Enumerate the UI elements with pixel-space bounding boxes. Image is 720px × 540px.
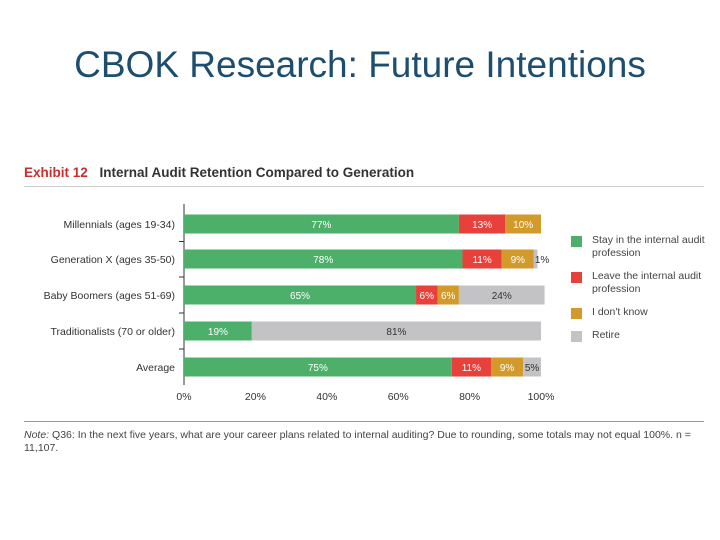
x-tick-label: 40% bbox=[316, 391, 337, 403]
legend-label: Retire bbox=[592, 329, 621, 341]
legend-swatch bbox=[571, 308, 582, 319]
bar-segment bbox=[451, 357, 492, 377]
bar-segment bbox=[184, 214, 459, 234]
x-tick-label: 100% bbox=[528, 391, 555, 403]
category-labels: Millennials (ages 19-34) Generation X (ag… bbox=[44, 219, 175, 374]
exhibit-label: Exhibit 12 bbox=[24, 165, 88, 180]
x-tick-label: 20% bbox=[245, 391, 266, 403]
bar-segment bbox=[458, 214, 506, 234]
legend-swatch bbox=[571, 272, 582, 283]
slide-title: CBOK Research: Future Intentions bbox=[74, 44, 646, 85]
bar-segment bbox=[184, 285, 417, 305]
data-label: 24% bbox=[492, 291, 512, 302]
data-label: 19% bbox=[208, 327, 228, 338]
legend-label: Leave the internal audit profession bbox=[592, 270, 702, 295]
chart-note: Note: Q36: In the next five years, what … bbox=[24, 429, 704, 455]
data-label: 11% bbox=[472, 255, 491, 266]
x-tick-label: 60% bbox=[388, 391, 409, 403]
legend-item: Retire bbox=[571, 329, 711, 342]
bars: 77% 13% 10% 78% 11% 9% 1% 65% 6% 6% 24% 19% 81% 75% 11… bbox=[184, 214, 550, 377]
header-divider bbox=[24, 186, 704, 187]
data-label: 11% bbox=[462, 363, 481, 374]
note-label: Note: bbox=[24, 429, 50, 441]
data-label: 6% bbox=[441, 291, 456, 302]
data-label: 78% bbox=[313, 255, 333, 266]
data-label: 13% bbox=[472, 220, 492, 231]
x-tick-label: 80% bbox=[459, 391, 480, 403]
legend-swatch bbox=[571, 331, 582, 342]
data-label: 9% bbox=[500, 363, 515, 374]
data-label: 9% bbox=[511, 255, 526, 266]
bar-segment bbox=[416, 285, 438, 305]
bar-segment bbox=[251, 321, 541, 341]
legend-item: Stay in the internal audit profession bbox=[571, 234, 711, 260]
bar-segment bbox=[505, 214, 541, 234]
data-label: 65% bbox=[290, 291, 310, 302]
exhibit-header: Exhibit 12 Internal Audit Retention Comp… bbox=[24, 165, 414, 180]
note-text: Q36: In the next five years, what are yo… bbox=[24, 429, 691, 454]
category-label: Average bbox=[136, 362, 175, 374]
data-label: 6% bbox=[420, 291, 435, 302]
legend-item: Leave the internal audit profession bbox=[571, 270, 711, 296]
bar-segment bbox=[462, 249, 502, 269]
x-tick-label: 0% bbox=[176, 391, 191, 403]
data-label: 81% bbox=[386, 327, 406, 338]
bar-segment bbox=[437, 285, 459, 305]
chart-title: Internal Audit Retention Compared to Gen… bbox=[99, 165, 415, 180]
bar-segment bbox=[533, 249, 538, 269]
data-label: 77% bbox=[311, 220, 331, 231]
data-label: 5% bbox=[525, 363, 540, 374]
bar-segment bbox=[184, 321, 252, 341]
data-label: 10% bbox=[513, 220, 533, 231]
bar-segment bbox=[184, 249, 463, 269]
data-label: 1% bbox=[535, 255, 550, 266]
legend-item: I don't know bbox=[571, 306, 711, 319]
category-label: Traditionalists (70 or older) bbox=[51, 326, 176, 338]
legend-label: I don't know bbox=[592, 306, 648, 318]
category-label: Generation X (ages 35-50) bbox=[51, 254, 175, 266]
note-divider bbox=[24, 421, 704, 422]
category-label: Baby Boomers (ages 51-69) bbox=[44, 290, 175, 302]
category-label: Millennials (ages 19-34) bbox=[64, 219, 175, 231]
data-label: 75% bbox=[308, 363, 328, 374]
legend-swatch bbox=[571, 236, 582, 247]
legend: Stay in the internal audit profession Lea… bbox=[571, 234, 711, 352]
bar-segment bbox=[501, 249, 534, 269]
bar-segment bbox=[491, 357, 524, 377]
x-tick-labels: 0% 20% 40% 60% 80% 100% bbox=[176, 391, 554, 403]
stacked-bar-chart: Millennials (ages 19-34) Generation X (ag… bbox=[44, 204, 554, 403]
bar-segment bbox=[523, 357, 541, 377]
bar-segment bbox=[458, 285, 545, 305]
y-axis bbox=[179, 204, 185, 385]
bar-segment bbox=[184, 357, 452, 377]
legend-label: Stay in the internal audit profession bbox=[592, 234, 705, 259]
